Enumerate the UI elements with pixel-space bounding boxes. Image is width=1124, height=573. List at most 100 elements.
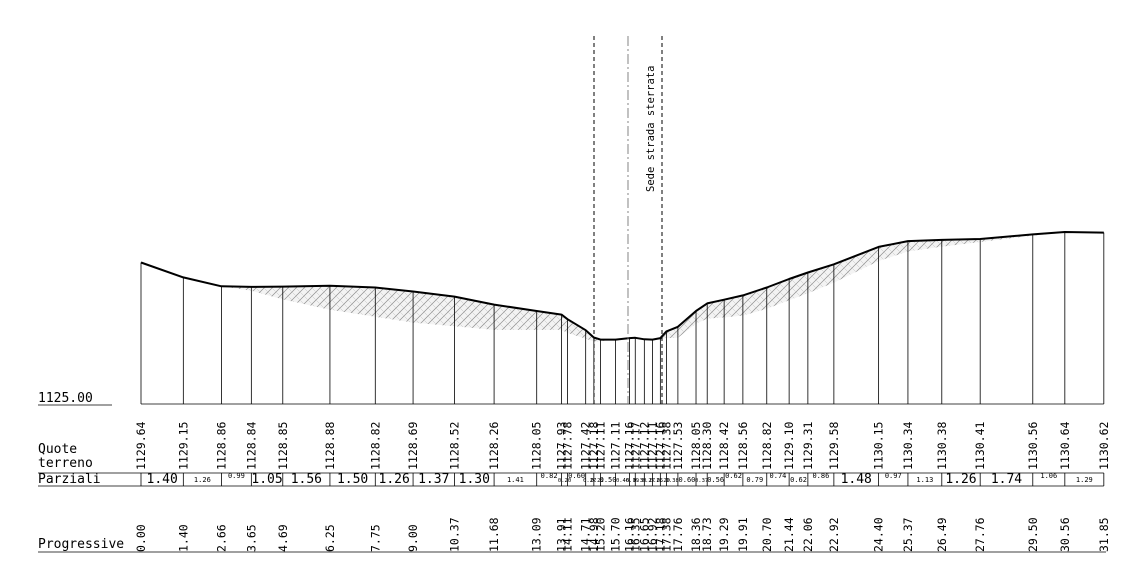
- progressive-label: 14.71: [579, 517, 593, 552]
- parziale-value: 0.60: [679, 476, 696, 484]
- quota-label: 1129.15: [176, 422, 190, 470]
- parziale-value: 0.27: [642, 478, 655, 484]
- progressive-label: 22.92: [827, 517, 841, 552]
- parziale-value: 1.56: [291, 472, 322, 487]
- progressive-label: 19.91: [736, 517, 750, 552]
- parziale-value: 1.40: [147, 472, 178, 487]
- parziale-value: 0.56: [707, 476, 724, 484]
- quota-label: 1128.05: [530, 422, 544, 470]
- parziale-value: 0.79: [746, 476, 763, 484]
- progressive-label: 29.50: [1026, 517, 1040, 552]
- quota-label: 1128.86: [214, 421, 228, 470]
- parziale-value: 0.19: [626, 478, 639, 484]
- progressive-label: 17.76: [671, 517, 685, 552]
- parziale-value: 0.50: [600, 476, 617, 484]
- quota-label: 1127.11: [609, 421, 623, 470]
- quota-label: 1130.15: [872, 422, 886, 470]
- progressive-label: 15.70: [609, 517, 623, 552]
- progressive-label: 14.11: [561, 517, 575, 552]
- parziale-value: 0.30: [633, 478, 646, 484]
- quota-label: 1127.17: [628, 421, 642, 470]
- quota-label: 1128.88: [323, 421, 337, 470]
- quota-label: 1127.16: [623, 421, 637, 470]
- quota-label: 1128.52: [447, 422, 461, 470]
- progressive-label: 16.35: [628, 517, 642, 552]
- datum-label: 1125.00: [38, 391, 93, 406]
- road-label: Sede strada sterrata: [645, 66, 657, 192]
- quota-label: 1129.64: [134, 421, 148, 470]
- parziale-value: 0.86: [812, 472, 829, 480]
- quota-label: 1130.56: [1026, 421, 1040, 470]
- quota-label: 1128.82: [368, 422, 382, 470]
- parziale-value: 0.97: [885, 472, 902, 480]
- quota-label: 1127.53: [671, 421, 685, 470]
- quota-label: 1130.62: [1097, 422, 1111, 470]
- quota-label: 1127.78: [561, 421, 575, 470]
- parziale-value: 0.20: [558, 478, 571, 484]
- parziale-value: 0.38: [666, 478, 679, 484]
- progressive-label: 10.37: [447, 517, 461, 552]
- progressive-label: 31.85: [1097, 517, 1111, 552]
- progressive-label: 13.09: [530, 517, 544, 552]
- parziale-value: 1.41: [507, 476, 524, 484]
- progressive-label: 16.16: [623, 517, 637, 552]
- hatched-area: [141, 232, 1104, 342]
- quota-label: 1128.42: [717, 422, 731, 470]
- parziale-value: 0.27: [583, 478, 596, 484]
- parziale-value: 0.22: [591, 478, 604, 484]
- progressive-label: 27.76: [973, 517, 987, 552]
- quota-label: 1130.34: [901, 421, 915, 470]
- parziale-value: 0.46: [616, 478, 629, 484]
- parziale-value: 1.26: [379, 472, 410, 487]
- quote-terreno-label-1: Quote: [38, 442, 77, 457]
- parziale-value: 0.20: [657, 478, 670, 484]
- quota-label: 1129.10: [782, 421, 796, 470]
- parziale-value: 0.82: [541, 472, 558, 480]
- parziale-value: 0.99: [228, 472, 245, 480]
- quota-label: 1127.38: [659, 421, 673, 470]
- parziale-value: 1.50: [337, 472, 368, 487]
- progressive-label: 1.40: [176, 524, 190, 552]
- terrain-profile: [140, 231, 1104, 341]
- quota-label: 1130.38: [935, 421, 949, 470]
- quota-label: 1127.11: [593, 421, 607, 470]
- progressive-label: 16.92: [645, 517, 659, 552]
- quota-label: 1128.69: [406, 421, 420, 470]
- quota-label: 1130.41: [973, 421, 987, 470]
- parziale-value: 0.37: [695, 478, 708, 484]
- progressive-label: 9.00: [406, 524, 420, 552]
- parziale-value: 1.26: [194, 476, 211, 484]
- quota-label: 1128.56: [736, 421, 750, 470]
- parziale-value: 0.62: [725, 472, 742, 480]
- progressive-label: 20.70: [760, 517, 774, 552]
- quota-label: 1128.05: [689, 422, 703, 470]
- quota-label: 1128.85: [276, 422, 290, 470]
- parziali-label: Parziali: [38, 472, 101, 487]
- progressive-label: 18.36: [689, 517, 703, 552]
- parziale-value: 1.37: [418, 472, 449, 487]
- progressive-label: 22.06: [801, 517, 815, 552]
- progressive-label: 15.20: [593, 517, 607, 552]
- parziale-value: 1.26: [945, 472, 976, 487]
- progressive-label: 7.75: [368, 524, 382, 552]
- progressive-label: 18.73: [700, 517, 714, 552]
- quota-label: 1127.42: [579, 422, 593, 470]
- progressive-label: 30.56: [1058, 517, 1072, 552]
- progressive-label: Progressive: [38, 537, 124, 552]
- progressive-label: 17.38: [659, 517, 673, 552]
- parziale-value: 0.62: [790, 476, 807, 484]
- progressive-label: 11.68: [487, 517, 501, 552]
- quota-label: 1127.12: [637, 422, 651, 470]
- progressive-label: 26.49: [935, 517, 949, 552]
- quota-label: 1127.16: [653, 421, 667, 470]
- parziale-value: 0.26: [650, 478, 663, 484]
- progressive-label: 19.29: [717, 517, 731, 552]
- progressive-label: 14.98: [587, 517, 601, 552]
- quota-label: 1128.84: [244, 421, 258, 470]
- progressive-label: 6.25: [323, 524, 337, 552]
- quote-terreno-label-2: terreno: [38, 456, 93, 471]
- parziale-value: 1.29: [1076, 476, 1093, 484]
- quota-label: 1127.93: [554, 421, 568, 470]
- quota-label: 1127.11: [645, 421, 659, 470]
- parziale-value: 1.05: [251, 472, 282, 487]
